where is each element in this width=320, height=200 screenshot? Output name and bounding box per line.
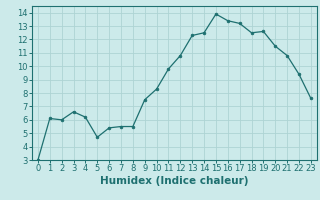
X-axis label: Humidex (Indice chaleur): Humidex (Indice chaleur) bbox=[100, 176, 249, 186]
